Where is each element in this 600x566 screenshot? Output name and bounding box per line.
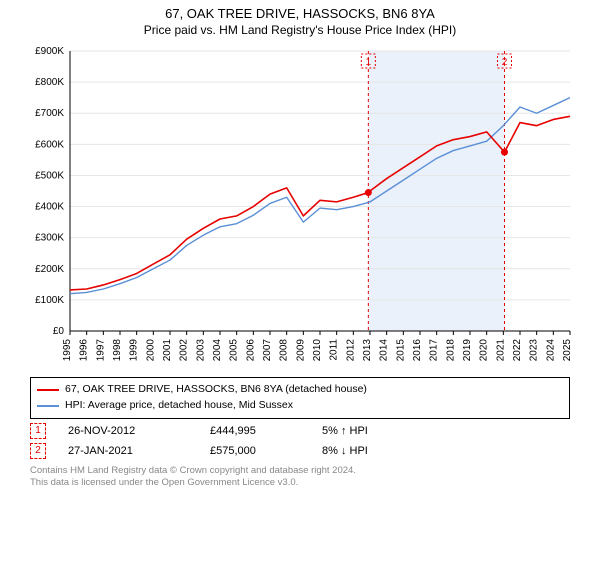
svg-text:2018: 2018 <box>445 339 456 362</box>
svg-text:2006: 2006 <box>245 339 256 362</box>
svg-text:2014: 2014 <box>379 339 390 362</box>
svg-text:2022: 2022 <box>512 339 523 362</box>
svg-text:2011: 2011 <box>329 339 340 361</box>
svg-text:2004: 2004 <box>212 339 223 362</box>
svg-text:2025: 2025 <box>562 339 573 362</box>
page-title: 67, OAK TREE DRIVE, HASSOCKS, BN6 8YA <box>0 6 600 21</box>
sale-delta: 8% ↓ HPI <box>322 445 412 457</box>
svg-text:2023: 2023 <box>529 339 540 362</box>
svg-text:1996: 1996 <box>79 339 90 362</box>
footer-line-1: Contains HM Land Registry data © Crown c… <box>30 465 570 477</box>
svg-text:2003: 2003 <box>195 339 206 362</box>
svg-text:£500K: £500K <box>35 170 64 181</box>
svg-text:2008: 2008 <box>279 339 290 362</box>
sales-list: 1 26-NOV-2012 £444,995 5% ↑ HPI 2 27-JAN… <box>30 423 570 459</box>
legend-label-property: 67, OAK TREE DRIVE, HASSOCKS, BN6 8YA (d… <box>65 382 367 398</box>
price-chart: £0 £100K £200K £300K £400K £500K £600K £700K £80… <box>20 41 580 371</box>
svg-text:2016: 2016 <box>412 339 423 362</box>
sale-price: £444,995 <box>210 425 300 437</box>
svg-text:2024: 2024 <box>545 339 556 362</box>
sale-marker-2: 2 <box>30 443 46 459</box>
svg-text:2012: 2012 <box>345 339 356 362</box>
svg-text:2009: 2009 <box>295 339 306 362</box>
sale-row: 2 27-JAN-2021 £575,000 8% ↓ HPI <box>30 443 570 459</box>
footer: Contains HM Land Registry data © Crown c… <box>30 465 570 490</box>
legend-row-property: 67, OAK TREE DRIVE, HASSOCKS, BN6 8YA (d… <box>37 382 563 398</box>
sale-price: £575,000 <box>210 445 300 457</box>
svg-text:2001: 2001 <box>162 339 173 362</box>
svg-text:2002: 2002 <box>179 339 190 362</box>
svg-text:2020: 2020 <box>479 339 490 362</box>
svg-text:2000: 2000 <box>145 339 156 362</box>
svg-text:£600K: £600K <box>35 139 64 150</box>
legend-swatch-hpi <box>37 405 59 407</box>
svg-text:£400K: £400K <box>35 202 64 213</box>
page-subtitle: Price paid vs. HM Land Registry's House … <box>0 23 600 37</box>
svg-text:1995: 1995 <box>62 339 73 362</box>
sale-marker-1: 1 <box>30 423 46 439</box>
legend: 67, OAK TREE DRIVE, HASSOCKS, BN6 8YA (d… <box>30 377 570 419</box>
svg-text:£900K: £900K <box>35 46 64 57</box>
svg-text:£200K: £200K <box>35 264 64 275</box>
svg-text:£700K: £700K <box>35 108 64 119</box>
svg-text:£800K: £800K <box>35 77 64 88</box>
sale-date: 26-NOV-2012 <box>68 425 188 437</box>
legend-row-hpi: HPI: Average price, detached house, Mid … <box>37 398 563 414</box>
svg-text:2019: 2019 <box>462 339 473 362</box>
svg-text:£0: £0 <box>53 326 65 337</box>
sale-delta: 5% ↑ HPI <box>322 425 412 437</box>
svg-text:2010: 2010 <box>312 339 323 362</box>
svg-text:£300K: £300K <box>35 233 64 244</box>
svg-text:1998: 1998 <box>112 339 123 362</box>
svg-text:£100K: £100K <box>35 295 64 306</box>
svg-text:2005: 2005 <box>229 339 240 362</box>
svg-text:2021: 2021 <box>495 339 506 362</box>
sale-date: 27-JAN-2021 <box>68 445 188 457</box>
svg-text:1: 1 <box>366 57 372 68</box>
legend-label-hpi: HPI: Average price, detached house, Mid … <box>65 398 293 414</box>
svg-text:2: 2 <box>502 57 508 68</box>
svg-text:1999: 1999 <box>129 339 140 362</box>
svg-text:2007: 2007 <box>262 339 273 362</box>
svg-text:2015: 2015 <box>395 339 406 362</box>
footer-line-2: This data is licensed under the Open Gov… <box>30 477 570 489</box>
legend-swatch-property <box>37 389 59 391</box>
sale-row: 1 26-NOV-2012 £444,995 5% ↑ HPI <box>30 423 570 439</box>
svg-text:1997: 1997 <box>95 339 106 362</box>
svg-text:2013: 2013 <box>362 339 373 362</box>
svg-text:2017: 2017 <box>429 339 440 362</box>
